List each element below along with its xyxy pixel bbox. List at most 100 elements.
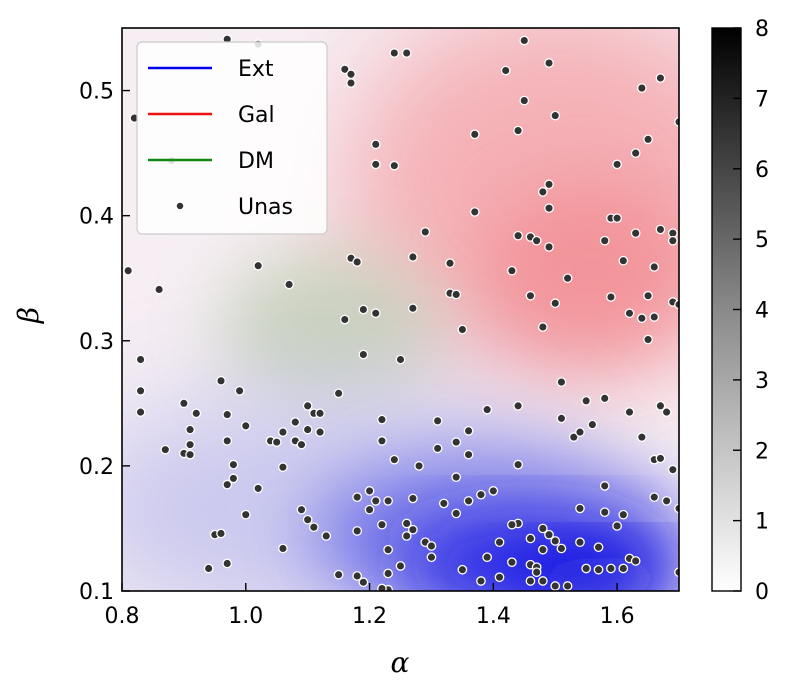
unas-point (476, 489, 486, 500)
unas-point (389, 454, 400, 465)
unas-point (550, 536, 561, 546)
colorbar-ticks: 0 1 2 3 4 5 6 7 8 (733, 17, 769, 605)
unas-point (550, 581, 561, 591)
y-tick-label: 0.1 (79, 580, 114, 605)
unas-point (432, 443, 443, 454)
unas-point (216, 528, 226, 539)
unas-point (377, 583, 387, 591)
unas-point (643, 134, 653, 145)
unas-point (346, 78, 356, 88)
unas-point (494, 572, 505, 583)
colorbar-tick-label: 3 (755, 369, 769, 394)
unas-point (575, 503, 585, 514)
unas-scatter (123, 34, 679, 591)
x-tick-label: 1.0 (228, 604, 263, 629)
unas-point (463, 496, 474, 506)
unas-point (525, 533, 536, 544)
unas-point (278, 427, 288, 437)
unas-point (575, 427, 585, 437)
unas-point (395, 354, 406, 365)
unas-point (587, 419, 598, 430)
unas-point (370, 159, 381, 170)
unas-point (222, 436, 233, 446)
unas-point (599, 393, 610, 404)
unas-point (234, 385, 245, 396)
unas-point (123, 265, 134, 276)
unas-point (488, 486, 499, 496)
colorbar-tick-label: 0 (755, 580, 769, 605)
unas-point (408, 252, 418, 262)
unas-point (364, 504, 375, 515)
unas-point (352, 257, 363, 267)
unas-point (599, 481, 610, 491)
unas-point (624, 308, 635, 319)
unas-point (426, 541, 437, 551)
unas-point (185, 424, 195, 435)
unas-point (463, 426, 474, 436)
unas-point (383, 544, 393, 555)
unas-point (370, 496, 381, 506)
unas-point (507, 265, 517, 276)
unas-point (315, 427, 325, 437)
unas-point (420, 227, 431, 237)
unas-point (544, 58, 554, 68)
unas-point (203, 563, 214, 574)
colorbar-tick-label: 5 (755, 228, 769, 253)
unas-point (278, 543, 288, 554)
unas-point (296, 504, 307, 515)
unas-point (240, 421, 251, 431)
unas-point (253, 260, 264, 271)
unas-point (537, 523, 548, 534)
unas-point (222, 409, 233, 420)
unas-point (612, 159, 622, 170)
unas-point (599, 235, 610, 246)
unas-point (655, 453, 666, 464)
unas-point (309, 522, 319, 533)
unas-point (216, 375, 226, 386)
unas-point (537, 322, 548, 332)
unas-point (612, 213, 622, 224)
colorbar-tick-label: 6 (755, 158, 769, 183)
unas-point (389, 48, 400, 58)
unas-point (296, 439, 307, 450)
unas-point (222, 479, 233, 490)
unas-point (432, 415, 443, 426)
x-tick-label: 1.2 (352, 604, 387, 629)
unas-point (556, 543, 567, 554)
legend-box (136, 41, 328, 235)
colorbar: 0 1 2 3 4 5 6 7 8 (711, 17, 769, 605)
unas-point (451, 508, 462, 519)
unas-point (519, 35, 530, 46)
unas-point (667, 464, 678, 475)
unas-point (352, 571, 363, 581)
unas-point (643, 334, 653, 345)
unas-point (451, 437, 462, 447)
unas-point (284, 279, 294, 290)
unas-point (537, 544, 548, 555)
unas-point (661, 407, 672, 417)
unas-point (228, 473, 239, 484)
unas-point (531, 567, 542, 578)
colorbar-tick-label: 2 (755, 439, 769, 464)
unas-point (370, 139, 381, 150)
unas-point (531, 235, 542, 246)
unas-point (383, 568, 393, 579)
unas-point (271, 437, 282, 447)
unas-point (135, 385, 146, 396)
unas-point (550, 110, 561, 121)
unas-point (395, 561, 406, 571)
unas-point (370, 308, 381, 319)
x-tick-label: 1.4 (476, 604, 511, 629)
colorbar-tick-label: 8 (755, 17, 769, 42)
unas-point (339, 314, 350, 325)
unas-point (606, 563, 616, 574)
unas-point (593, 542, 604, 553)
unas-point (637, 83, 647, 93)
unas-point (649, 492, 660, 503)
unas-point (618, 255, 629, 266)
unas-point (593, 564, 604, 575)
unas-point (333, 388, 344, 399)
unas-point (185, 449, 195, 460)
unas-point (581, 395, 592, 406)
